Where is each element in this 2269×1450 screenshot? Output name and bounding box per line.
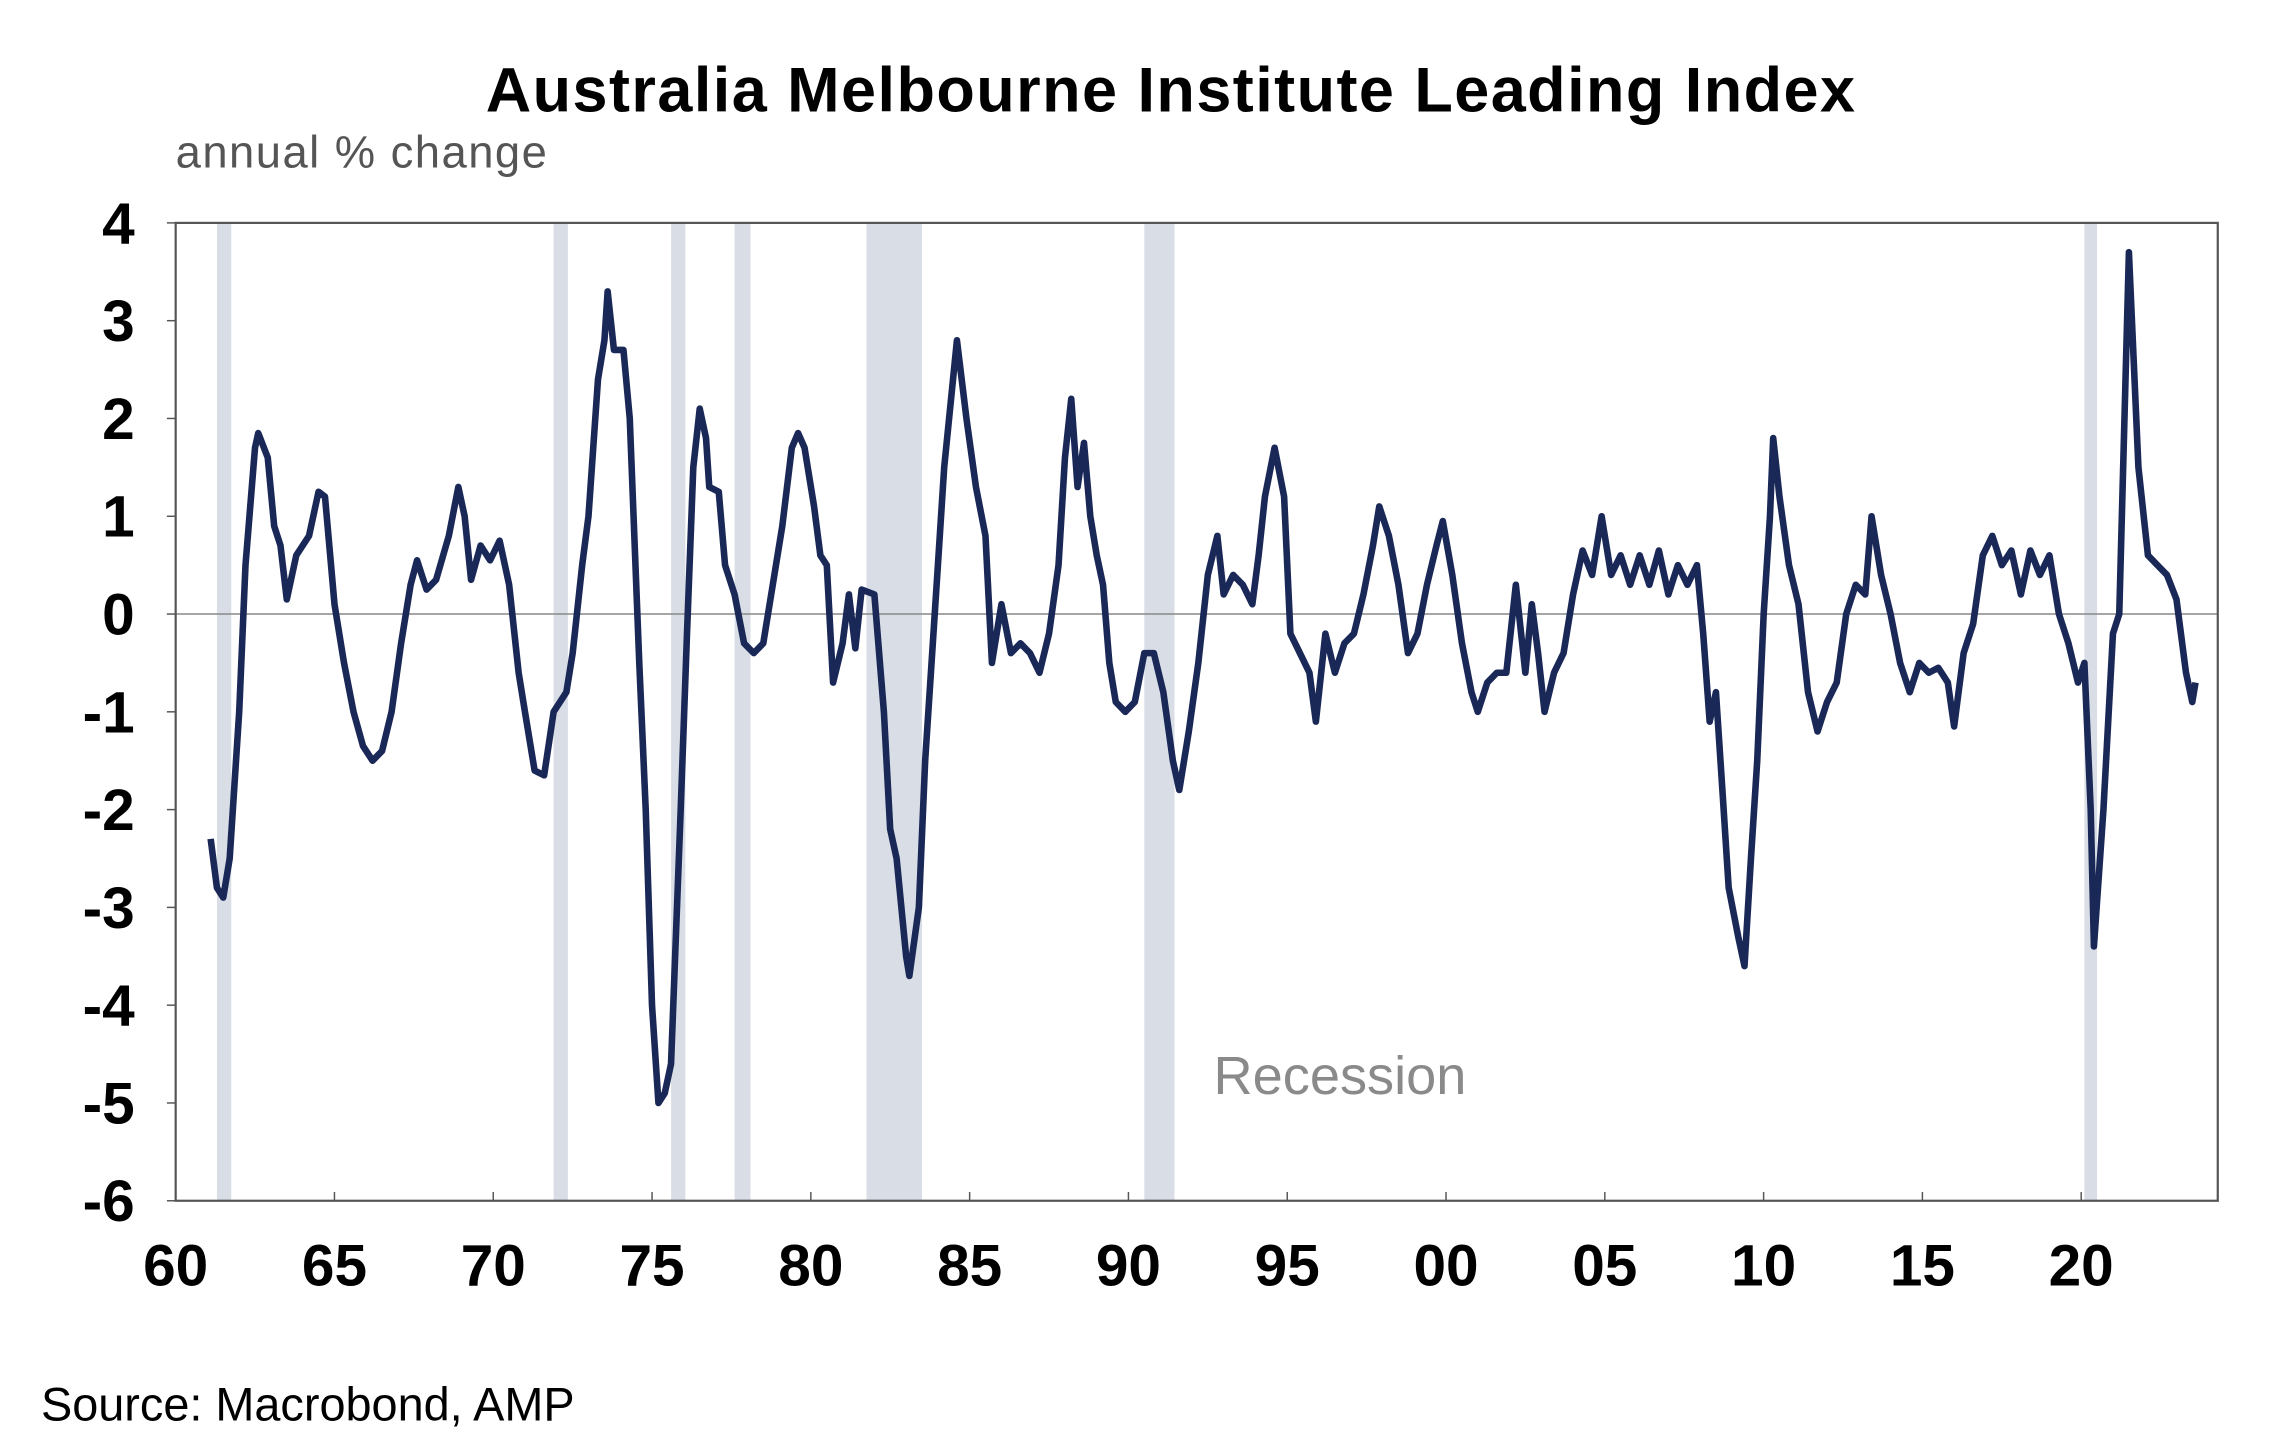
- y-tick-label: 3: [102, 289, 135, 354]
- recession-bands: [216, 222, 2098, 1201]
- x-tick-label: 10: [1731, 1234, 1796, 1299]
- recession-label: Recession: [1214, 1046, 1467, 1106]
- recession-band: [553, 222, 568, 1201]
- y-axis: 4 3 2 1 0 -1 -2 -3 -4 -5 -6: [83, 191, 176, 1234]
- y-tick-label: -4: [83, 974, 135, 1039]
- recession-band: [2084, 222, 2098, 1201]
- x-axis: 60 65 70 75 80 85 90 95 00 05 10 15 20: [143, 1191, 2114, 1299]
- x-tick-label: 15: [1890, 1234, 1955, 1299]
- x-tick-label: 00: [1413, 1234, 1478, 1299]
- recession-band: [866, 222, 922, 1201]
- x-tick-label: 70: [461, 1234, 526, 1299]
- x-tick-label: 20: [2049, 1234, 2114, 1299]
- chart-subtitle: annual % change: [176, 126, 549, 177]
- x-tick-label: 85: [937, 1234, 1002, 1299]
- x-tick-label: 80: [778, 1234, 843, 1299]
- x-tick-label: 90: [1096, 1234, 1161, 1299]
- y-tick-label: -2: [83, 778, 135, 843]
- x-tick-label: 65: [302, 1234, 367, 1299]
- plot-frame: [174, 221, 2219, 1202]
- x-tick-label: 60: [143, 1234, 208, 1299]
- y-tick-label: 0: [102, 583, 135, 648]
- y-tick-label: -3: [83, 876, 135, 941]
- y-tick-label: -6: [83, 1169, 135, 1234]
- y-tick-label: -1: [83, 680, 135, 745]
- y-tick-label: 1: [102, 485, 135, 550]
- x-tick-label: 75: [619, 1234, 684, 1299]
- y-tick-label: 4: [102, 191, 135, 256]
- series-line: [207, 248, 2199, 1107]
- recession-band: [216, 222, 232, 1201]
- y-tick-label: -5: [83, 1071, 135, 1136]
- x-tick-label: 95: [1255, 1234, 1320, 1299]
- source-note: Source: Macrobond, AMP: [41, 1378, 575, 1430]
- recession-band: [1144, 222, 1175, 1201]
- y-tick-label: 2: [102, 387, 135, 452]
- recession-band: [734, 222, 751, 1201]
- chart-title: Australia Melbourne Institute Leading In…: [486, 56, 1857, 126]
- x-tick-label: 05: [1572, 1234, 1637, 1299]
